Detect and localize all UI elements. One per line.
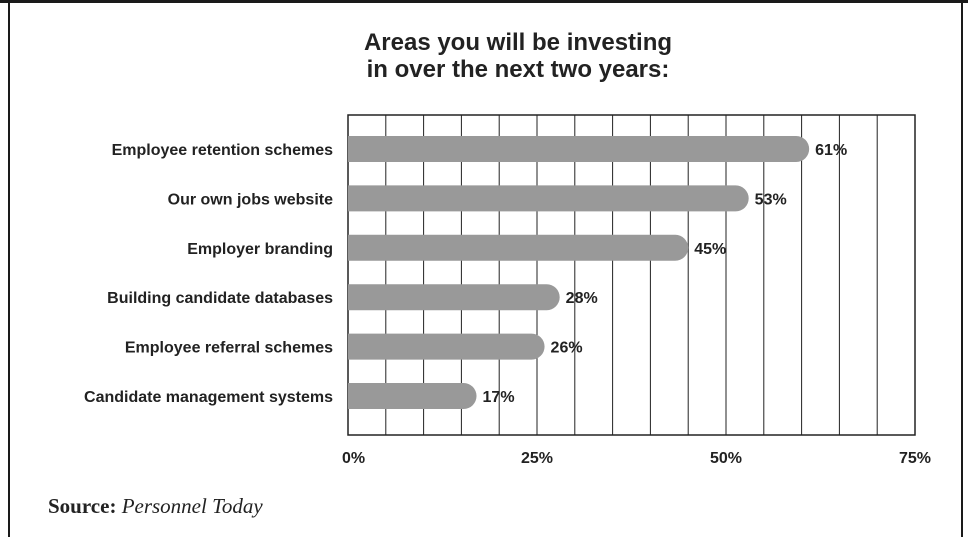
data-label: 53%: [755, 191, 787, 208]
gridlines: [385, 115, 878, 435]
bar: [348, 333, 545, 360]
category-label: Building candidate databases: [107, 290, 333, 307]
data-label: 61%: [815, 142, 847, 159]
data-label: 45%: [694, 241, 726, 258]
plot-area: [347, 114, 916, 436]
x-axis-tick-labels: 0% 25% 50% 75%: [342, 450, 931, 467]
x-tick-label: 50%: [710, 450, 742, 467]
chart-title: Areas you will be investing in over the …: [364, 29, 672, 83]
category-labels: Employee retention schemes Our own jobs w…: [84, 142, 333, 406]
category-label: Employee retention schemes: [112, 142, 334, 159]
data-label: 26%: [551, 340, 583, 357]
value-labels: 61% 53% 45% 28% 26% 17%: [483, 142, 848, 406]
data-label: 28%: [566, 290, 598, 307]
bar: [348, 284, 560, 311]
data-label: 17%: [483, 389, 515, 406]
x-tick-label: 0%: [342, 450, 365, 467]
frame-right-border: [961, 3, 963, 537]
bar-chart: Areas you will be investing in over the …: [84, 29, 931, 467]
frame-left-border: [8, 3, 10, 537]
source-label: Source:: [48, 494, 117, 518]
bar: [348, 383, 477, 409]
x-tick-label: 75%: [899, 450, 931, 467]
bar: [348, 136, 810, 162]
category-label: Employer branding: [187, 241, 333, 258]
source-name: Personnel Today: [121, 494, 263, 518]
chart-title-line-1: Areas you will be investing: [364, 29, 672, 56]
bars: [348, 136, 810, 409]
frame-top-border: [0, 0, 968, 3]
x-tick-label: 25%: [521, 450, 553, 467]
chart-title-line-2: in over the next two years:: [367, 56, 670, 83]
category-label: Our own jobs website: [168, 191, 333, 208]
bar: [348, 185, 749, 212]
source-note: Source: Personnel Today: [48, 494, 263, 519]
bar: [348, 234, 689, 261]
category-label: Candidate management systems: [84, 389, 333, 406]
category-label: Employee referral schemes: [125, 340, 333, 357]
plot-frame: [347, 114, 916, 436]
